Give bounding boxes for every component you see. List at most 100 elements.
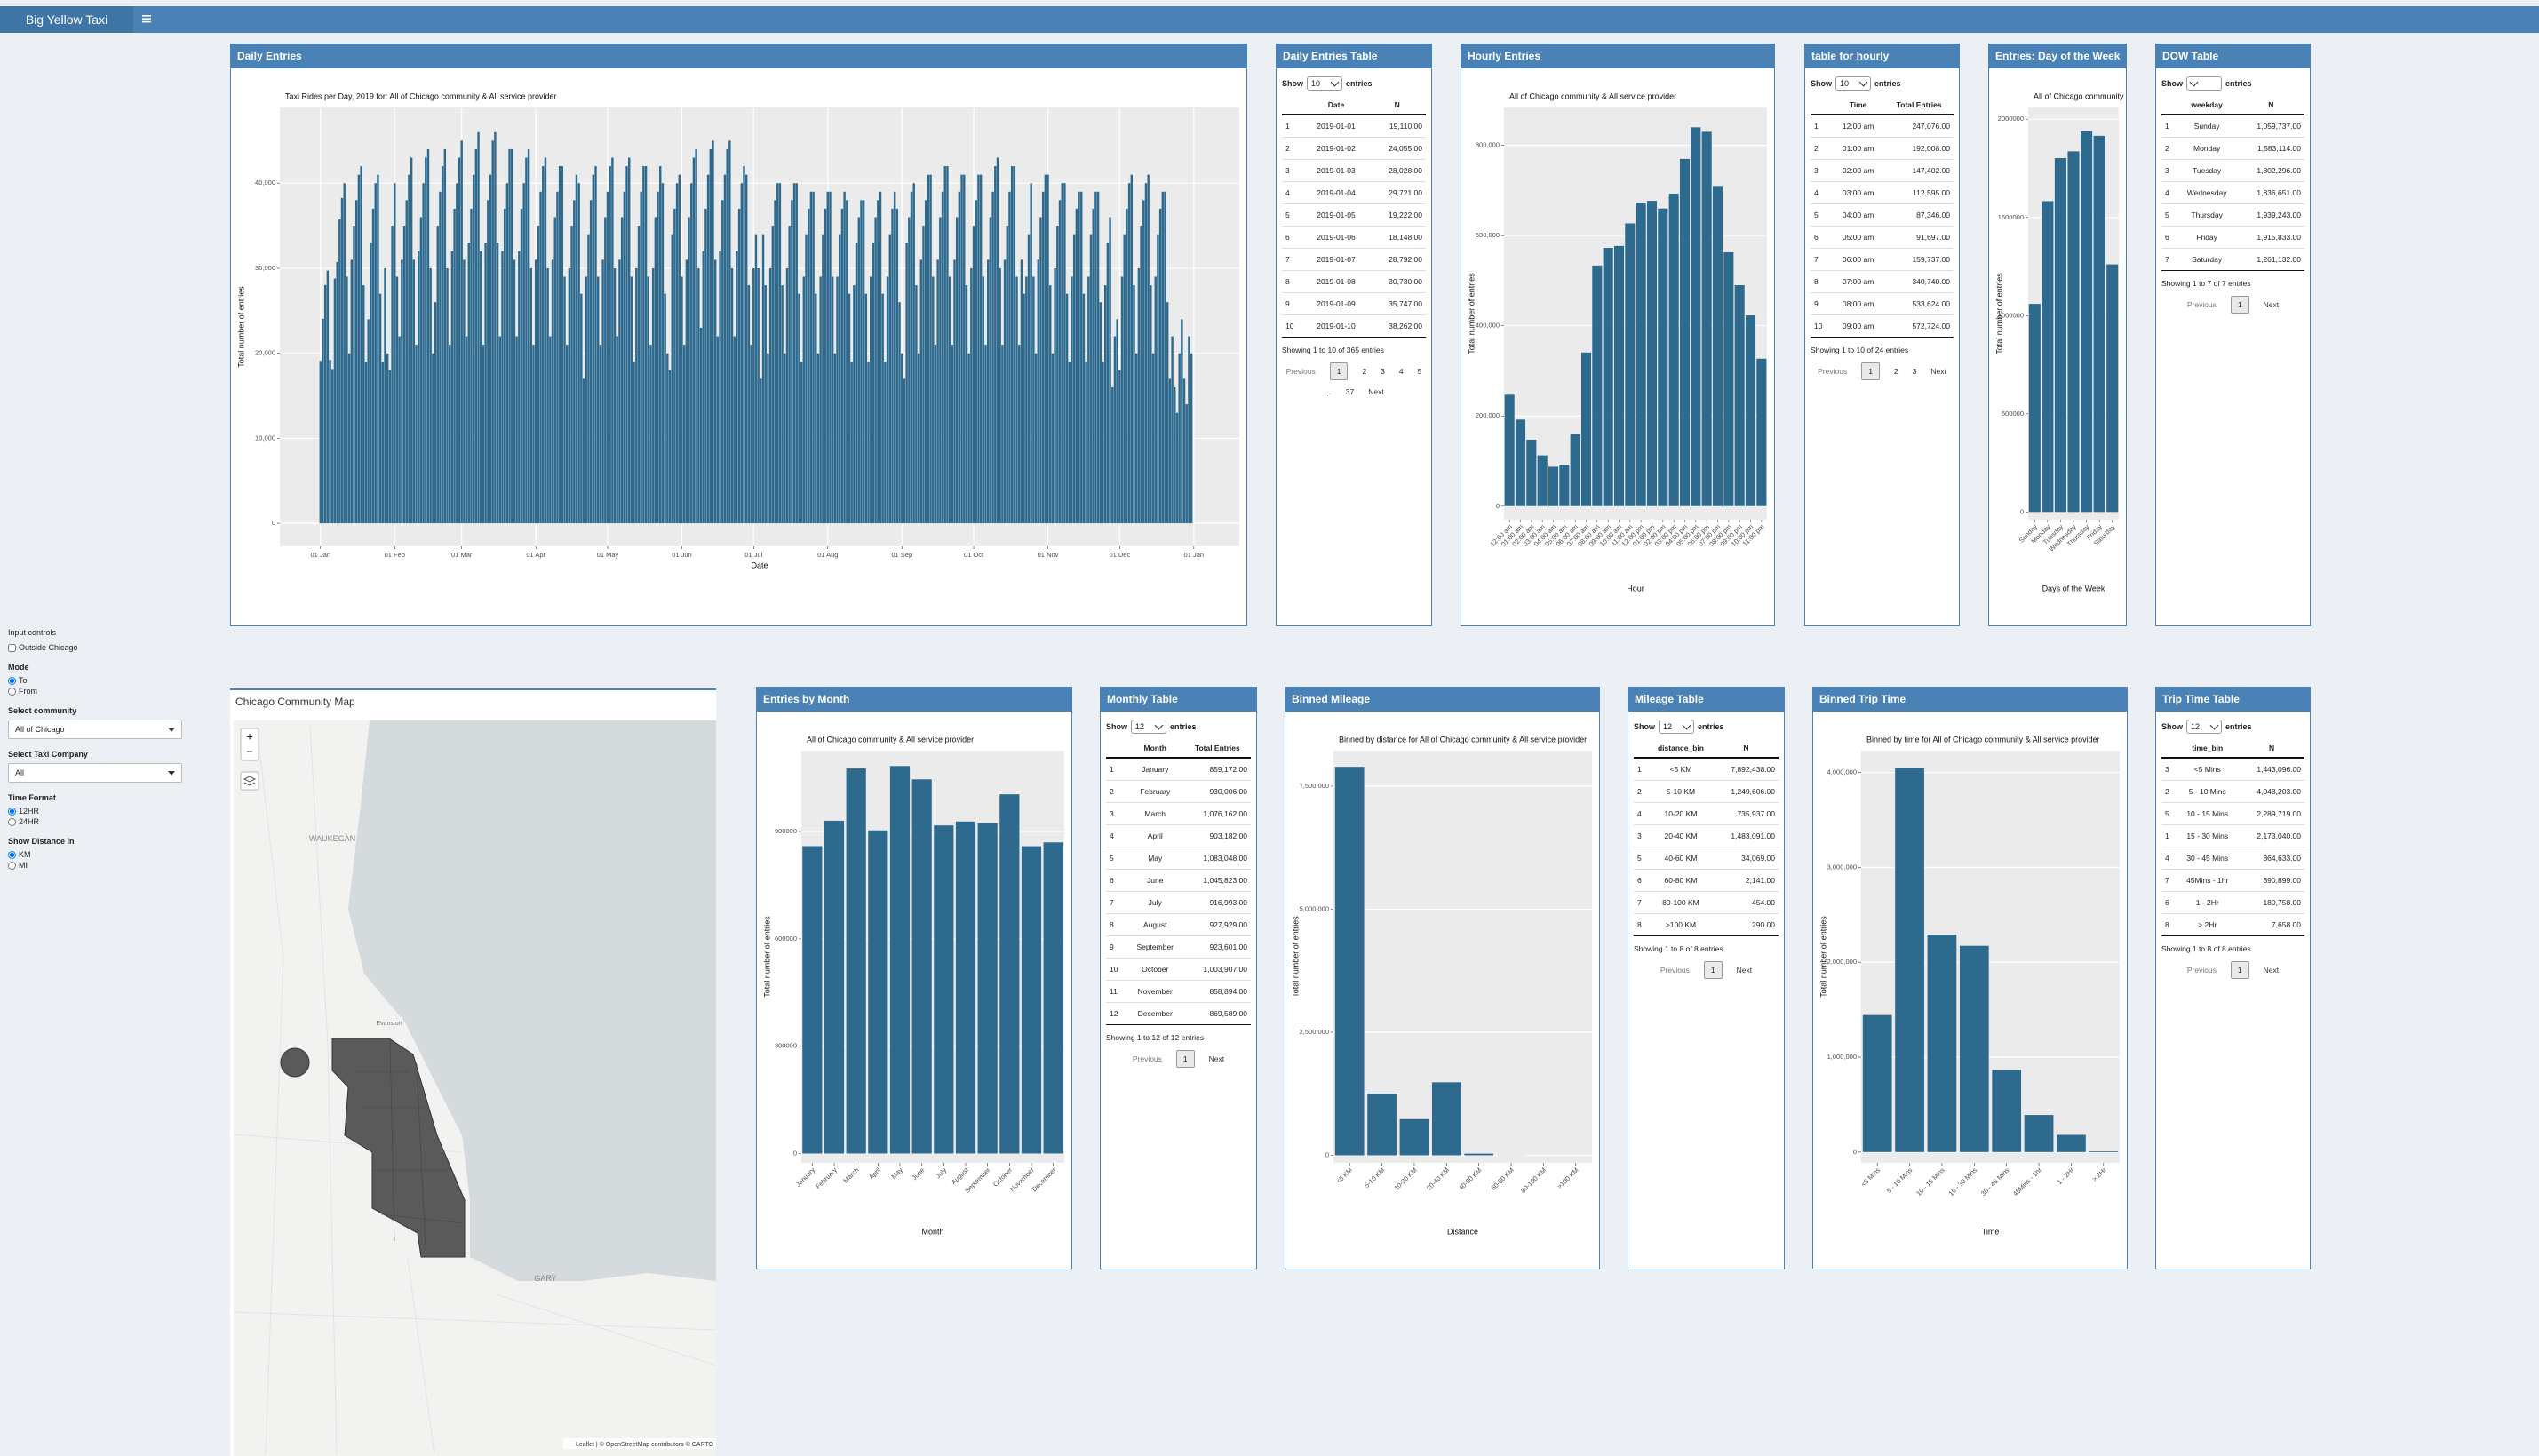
length-select[interactable]: 10 — [1307, 76, 1342, 91]
bar — [370, 243, 371, 523]
column-header[interactable]: Time — [1832, 96, 1884, 115]
column-header[interactable]: Month — [1126, 739, 1184, 758]
bar — [1505, 394, 1515, 505]
radio-option[interactable]: 12HR — [8, 807, 190, 816]
page-button[interactable]: … — [1324, 387, 1332, 396]
bar — [583, 378, 585, 523]
column-header[interactable]: N — [1368, 96, 1426, 115]
page-button[interactable]: 1 — [2231, 961, 2249, 979]
radio[interactable] — [8, 808, 16, 816]
pagination: Previous 1 Next — [1634, 961, 1779, 979]
page-previous[interactable]: Previous — [1660, 966, 1690, 975]
page-button[interactable]: 3 — [1913, 367, 1917, 376]
page-previous[interactable]: Previous — [1818, 367, 1847, 376]
page-next[interactable]: Next — [2264, 966, 2279, 975]
length-select[interactable]: 12 — [1659, 720, 1694, 734]
column-header[interactable]: N — [1714, 739, 1779, 758]
page-button[interactable]: 1 — [1861, 362, 1880, 380]
bar — [1183, 378, 1185, 523]
radio-option[interactable]: MI — [8, 861, 190, 870]
column-header[interactable]: weekday — [2177, 96, 2238, 115]
bar — [532, 345, 534, 523]
chevron — [1155, 720, 1164, 729]
column-header[interactable]: Date — [1304, 96, 1369, 115]
y-tick-label: 5,000,000 — [1300, 904, 1329, 912]
company-select[interactable]: All — [8, 763, 182, 783]
radio-option[interactable]: To — [8, 676, 190, 685]
radio[interactable] — [8, 851, 16, 859]
bar — [846, 200, 848, 523]
column-header[interactable]: Total Entries — [1184, 739, 1251, 758]
column-header[interactable]: N — [2239, 739, 2304, 758]
radio[interactable] — [8, 862, 16, 870]
bar — [700, 328, 702, 523]
length-select[interactable] — [2186, 76, 2222, 91]
bar — [666, 354, 668, 523]
radio[interactable] — [8, 688, 16, 696]
column-header[interactable]: distance_bin — [1648, 739, 1714, 758]
ohare-area[interactable] — [281, 1048, 309, 1077]
page-button[interactable]: 1 — [2231, 296, 2249, 314]
page-button[interactable]: 1 — [1330, 362, 1349, 380]
bar — [2042, 201, 2053, 512]
bar — [2055, 158, 2066, 512]
bar — [843, 192, 845, 523]
chart-subtitle: Binned by time for All of Chicago commun… — [1866, 735, 2100, 744]
x-tick-label: 30 - 45 Mins — [1979, 1166, 2011, 1197]
bar — [1181, 319, 1182, 523]
zoom-in[interactable]: + — [246, 729, 253, 743]
table-cell: 1 — [2161, 825, 2176, 847]
bar — [939, 218, 941, 524]
community-select[interactable]: All of Chicago — [8, 720, 182, 739]
page-button[interactable]: 1 — [1176, 1050, 1195, 1068]
page-button[interactable]: 3 — [1381, 367, 1385, 376]
bar — [1432, 1082, 1461, 1155]
page-previous[interactable]: Previous — [1286, 367, 1316, 376]
bar — [556, 192, 558, 523]
checkbox[interactable] — [8, 644, 16, 652]
page-next[interactable]: Next — [1209, 1054, 1224, 1063]
bar — [329, 360, 330, 523]
zoom-out[interactable]: − — [246, 744, 253, 758]
table-cell: 8 — [1106, 914, 1126, 936]
page-next[interactable]: Next — [2264, 300, 2279, 309]
bar — [640, 192, 641, 523]
column-header[interactable]: time_bin — [2176, 739, 2239, 758]
length-select[interactable]: 12 — [2186, 720, 2222, 734]
radio[interactable] — [8, 818, 16, 826]
radio-option[interactable]: 24HR — [8, 817, 190, 826]
radio-option[interactable]: KM — [8, 850, 190, 859]
x-tick-label: March — [841, 1166, 860, 1184]
page-button[interactable]: 37 — [1346, 387, 1354, 396]
bar — [386, 354, 388, 523]
page-button[interactable]: 4 — [1399, 367, 1404, 376]
layers-control[interactable] — [241, 772, 259, 790]
column-header[interactable]: N — [2238, 96, 2304, 115]
table-cell: 24,055.00 — [1368, 138, 1426, 160]
brand[interactable]: Big Yellow Taxi — [0, 6, 133, 33]
page-button[interactable]: 2 — [1362, 367, 1366, 376]
bar — [1052, 354, 1054, 523]
page-previous[interactable]: Previous — [2187, 300, 2217, 309]
radio[interactable] — [8, 677, 16, 685]
outside-checkbox[interactable]: Outside Chicago — [8, 643, 190, 652]
column-header[interactable]: Total Entries — [1884, 96, 1954, 115]
page-button[interactable]: 5 — [1418, 367, 1422, 376]
bar — [693, 157, 695, 523]
page-previous[interactable]: Previous — [2187, 966, 2217, 975]
page-next[interactable]: Next — [1368, 387, 1383, 396]
page-next[interactable]: Next — [1737, 966, 1752, 975]
radio-option[interactable]: From — [8, 687, 190, 696]
length-select[interactable]: 12 — [1131, 720, 1166, 734]
page-previous[interactable]: Previous — [1133, 1054, 1162, 1063]
table-cell: 1,915,833.00 — [2238, 227, 2304, 249]
page-button[interactable]: 2 — [1894, 367, 1898, 376]
length-select[interactable]: 10 — [1835, 76, 1871, 91]
page-button[interactable]: 1 — [1704, 961, 1723, 979]
menu-toggle[interactable] — [142, 14, 151, 23]
page-next[interactable]: Next — [1930, 367, 1946, 376]
map[interactable]: WAUKEGAN Evanston GARY + − Leaflet | © O… — [230, 690, 716, 1456]
